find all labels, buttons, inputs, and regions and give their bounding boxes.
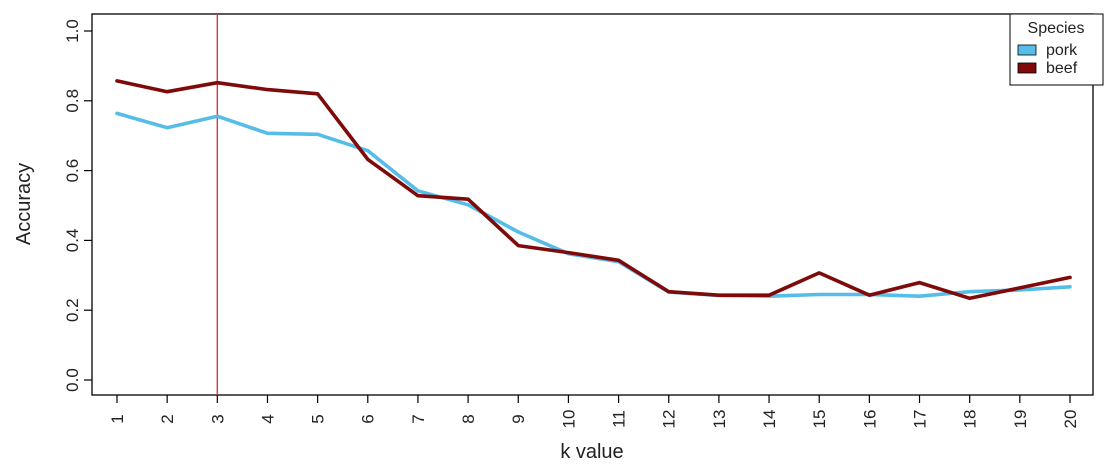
y-tick-label: 1.0 (63, 19, 82, 43)
x-tick-label: 6 (359, 414, 378, 423)
x-tick-label: 1 (108, 414, 127, 423)
x-tick-label: 19 (1011, 410, 1030, 429)
x-tick-label: 2 (158, 414, 177, 423)
x-tick-label: 20 (1061, 410, 1080, 429)
legend-title: Species (1028, 20, 1085, 37)
legend-swatch-beef (1017, 62, 1037, 74)
x-tick-label: 3 (208, 414, 227, 423)
legend-swatch-pork (1017, 44, 1037, 56)
x-tick-label: 17 (910, 410, 929, 429)
y-tick-label: 0.8 (63, 89, 82, 113)
x-tick-label: 14 (760, 410, 779, 429)
series-line-pork (115, 111, 1072, 299)
x-axis: 1 2 3 4 5 6 7 8 9 10 11 12 13 14 15 16 17 18 19 20 (108, 395, 1080, 428)
series-lines (115, 79, 1072, 301)
y-tick-label: 0.0 (63, 368, 82, 392)
x-tick-label: 8 (459, 414, 478, 423)
x-tick-label: 13 (710, 410, 729, 429)
y-tick-label: 0.4 (63, 229, 82, 253)
x-tick-label: 10 (559, 410, 578, 429)
x-tick-label: 16 (860, 410, 879, 429)
y-tick-label: 0.6 (63, 159, 82, 183)
x-tick-label: 18 (961, 410, 980, 429)
legend-label-beef: beef (1046, 60, 1078, 77)
x-tick-label: 7 (409, 414, 428, 423)
x-axis-title: k value (560, 441, 623, 463)
plot-frame (91, 13, 1094, 396)
y-tick-label: 0.2 (63, 298, 82, 322)
x-tick-label: 11 (610, 410, 629, 428)
series-line-beef (115, 79, 1072, 301)
x-tick-label: 15 (810, 410, 829, 429)
x-tick-label: 9 (509, 414, 528, 423)
x-tick-label: 12 (660, 410, 679, 429)
y-axis-title: Accuracy (13, 163, 35, 245)
x-tick-label: 5 (309, 414, 328, 423)
legend-label-pork: pork (1046, 42, 1078, 59)
y-axis: 0.0 0.2 0.4 0.6 0.8 1.0 (63, 19, 92, 392)
x-tick-label: 4 (258, 414, 277, 423)
